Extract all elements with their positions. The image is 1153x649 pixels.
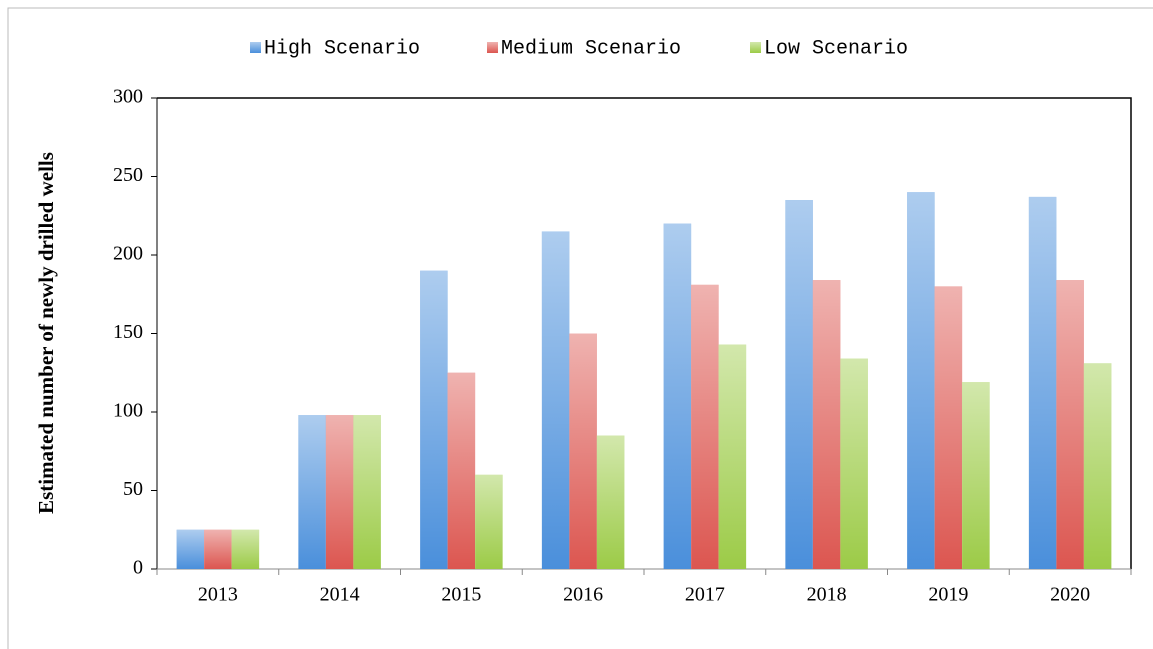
bar (204, 529, 232, 569)
y-tick-label: 200 (113, 243, 143, 265)
legend-swatch-shine (750, 42, 761, 53)
bar (420, 270, 448, 569)
y-tick-label: 0 (133, 557, 143, 579)
y-tick-label: 250 (113, 164, 143, 186)
bar (475, 474, 503, 569)
y-tick-label: 50 (123, 478, 143, 500)
y-tick-label: 100 (113, 400, 143, 422)
plot-border (157, 97, 1132, 569)
legend-swatch-shine (250, 42, 261, 53)
bar (1056, 280, 1084, 569)
bar (596, 435, 625, 569)
bar (1028, 196, 1057, 569)
bar (962, 382, 990, 569)
x-tick-label: 2013 (198, 584, 238, 606)
bar (840, 358, 868, 569)
bar (812, 280, 841, 569)
y-tick-label: 300 (113, 86, 143, 108)
bar (569, 333, 597, 569)
x-tick-label: 2016 (563, 584, 603, 606)
x-tick-label: 2014 (320, 584, 360, 606)
bar (541, 231, 570, 569)
bar (785, 200, 813, 570)
legend-label: High Scenario (264, 37, 420, 60)
bar (907, 192, 935, 569)
legend-label: Medium Scenario (501, 37, 681, 60)
bar (353, 415, 381, 569)
y-tick-label: 150 (113, 321, 143, 343)
bar (663, 223, 692, 569)
frame (7, 7, 1153, 649)
bar (447, 372, 476, 569)
x-tick-label: 2019 (928, 584, 968, 606)
y-axis-label: Estimated number of newly drilled wells (34, 152, 58, 514)
bar (298, 415, 326, 569)
bar (691, 284, 719, 569)
legend-label: Low Scenario (764, 37, 908, 60)
bar (934, 286, 963, 569)
bar (1083, 363, 1112, 569)
legend-swatch-shine (487, 42, 498, 53)
x-tick-label: 2015 (441, 584, 481, 606)
bar (325, 415, 354, 569)
bar (176, 529, 205, 569)
x-tick-label: 2018 (807, 584, 847, 606)
bar (231, 529, 260, 569)
x-tick-label: 2017 (685, 584, 725, 606)
bar (718, 344, 747, 569)
x-tick-label: 2020 (1050, 584, 1090, 606)
